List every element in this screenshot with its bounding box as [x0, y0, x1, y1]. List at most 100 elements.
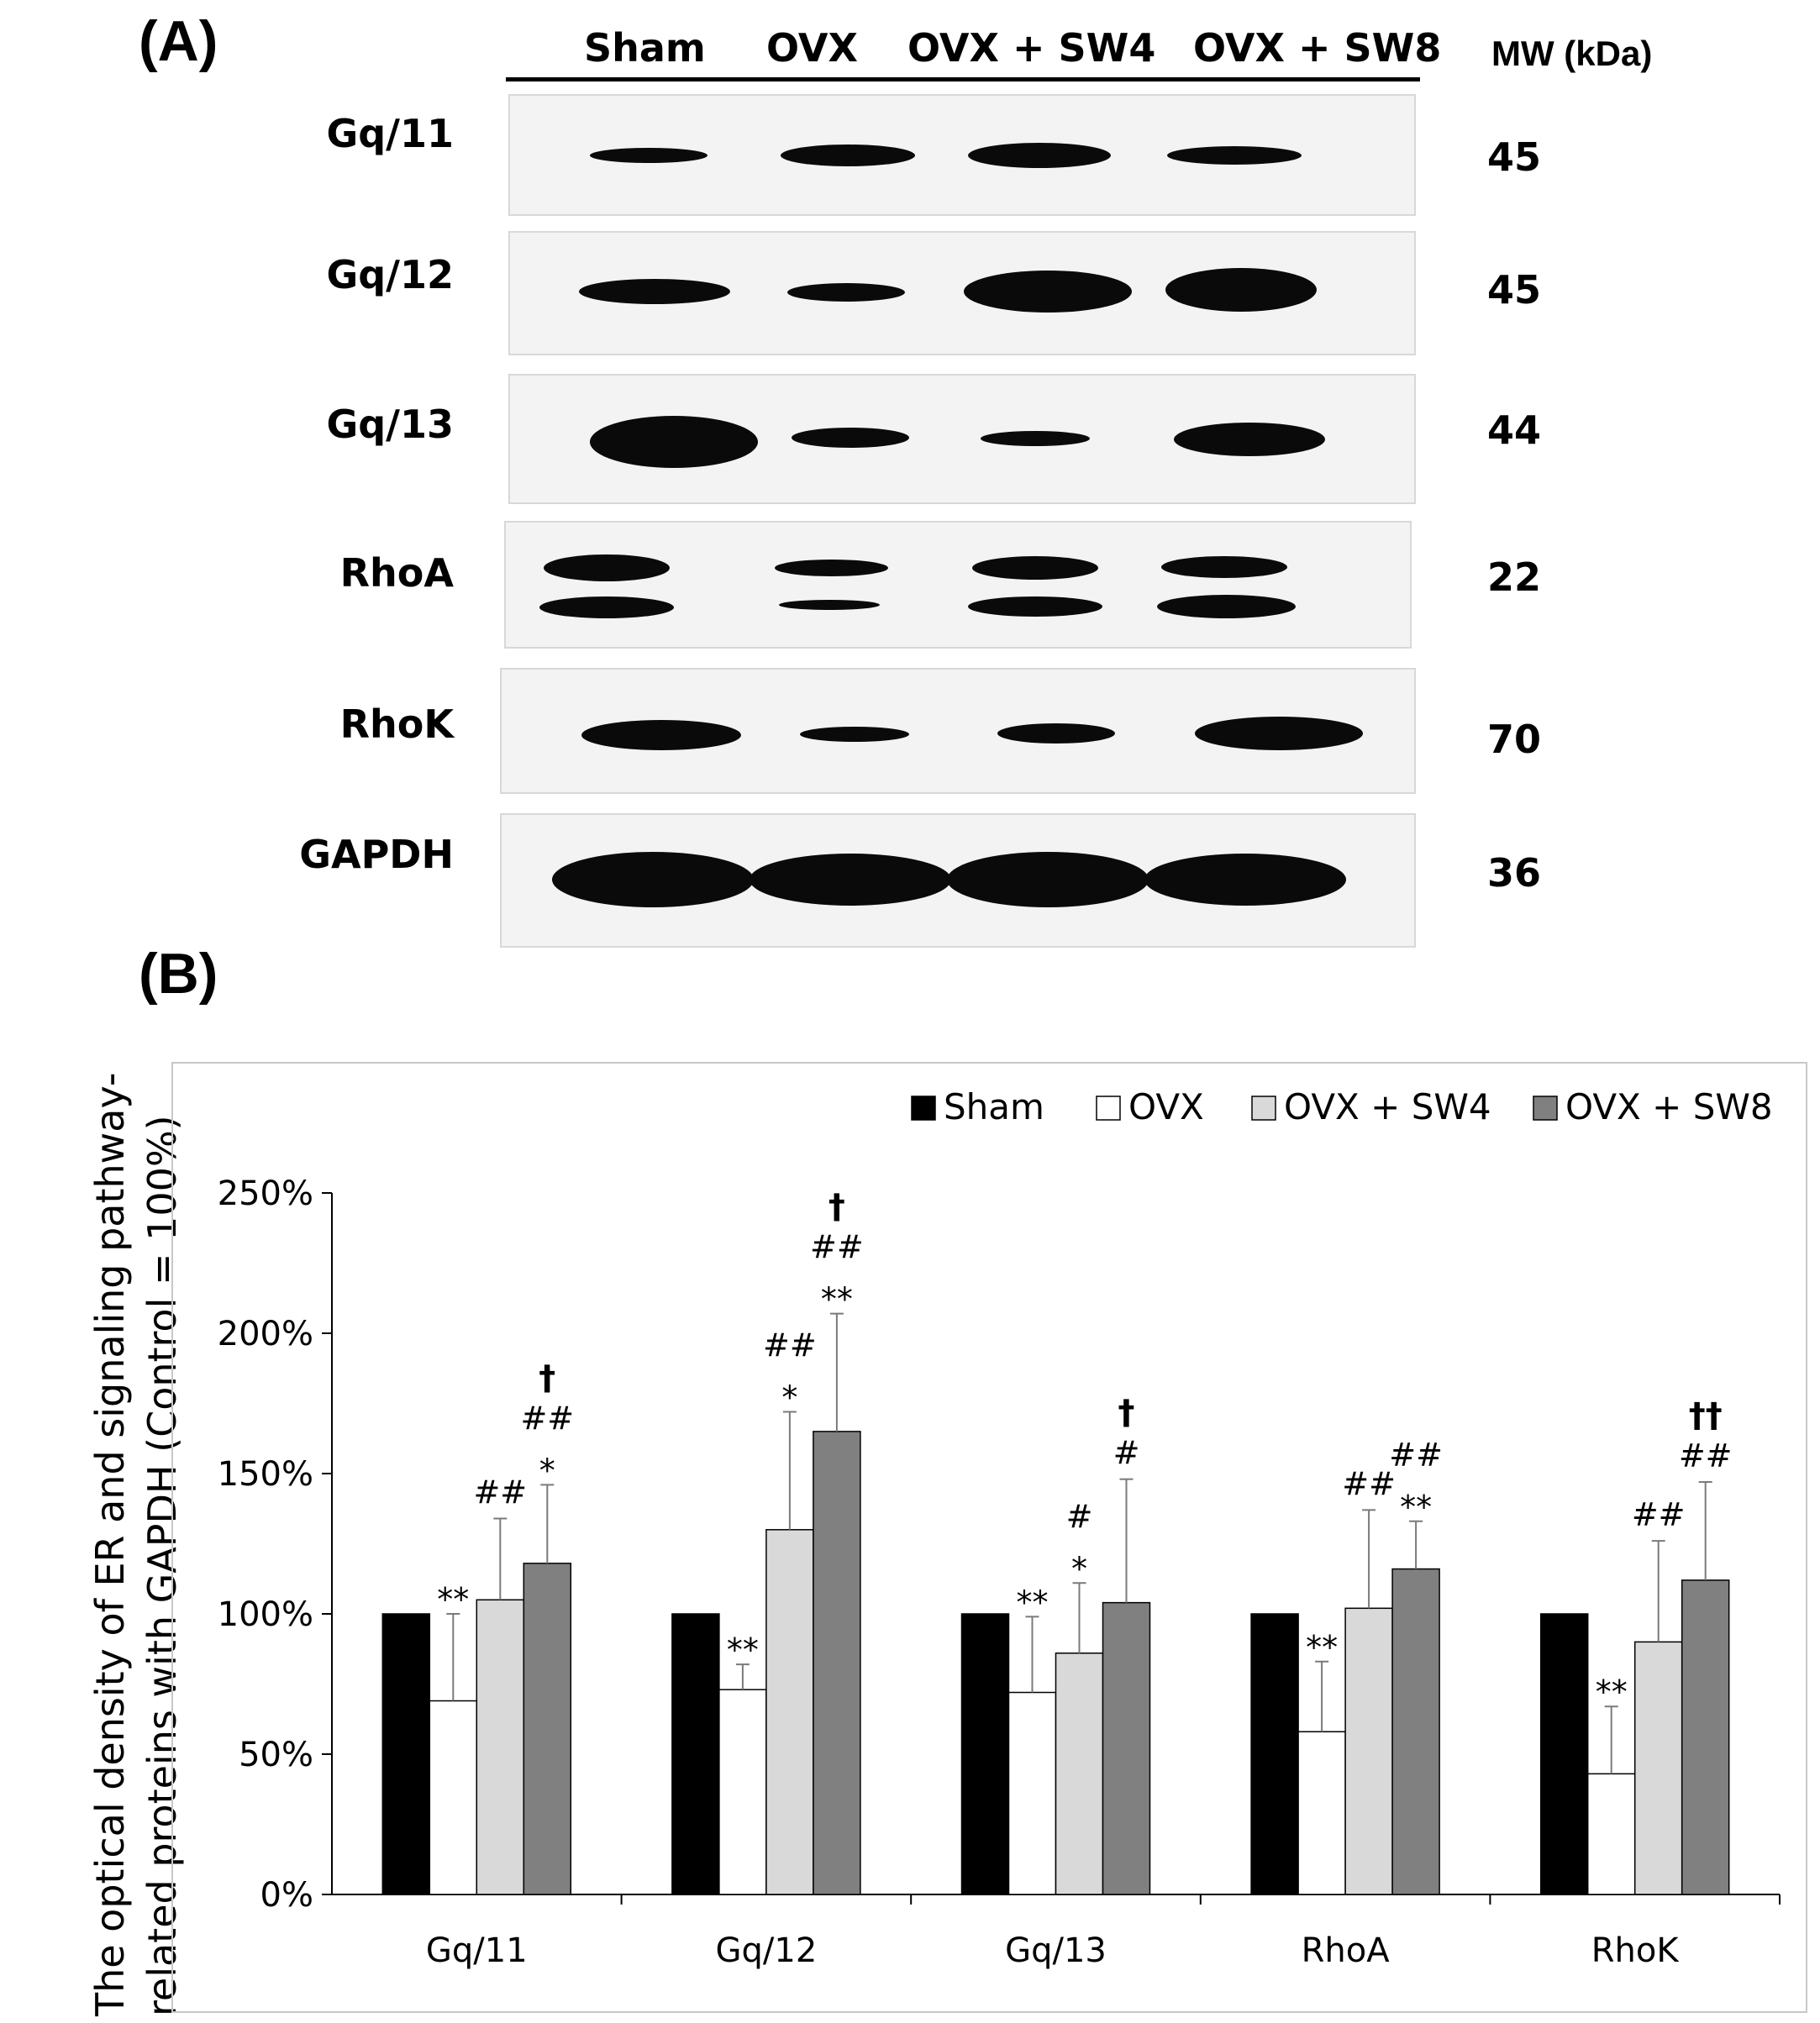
bar-3: [813, 1431, 861, 1895]
band: [968, 596, 1102, 617]
y-tick-label: 100%: [218, 1595, 313, 1634]
panel-a-label: (A): [139, 9, 218, 73]
legend-label: OVX + SW4: [1284, 1086, 1491, 1127]
blot-gq11: [508, 94, 1416, 216]
mw-gq13: 44: [1487, 407, 1542, 453]
y-tick-label: 200%: [218, 1315, 313, 1353]
band: [579, 279, 730, 304]
bar-2: [1344, 1607, 1393, 1895]
band: [590, 148, 707, 163]
lane-label-ovx-sw4: OVX + SW4: [907, 25, 1156, 71]
blot-label-gq13: Gq/13: [326, 402, 455, 447]
bar-1: [718, 1689, 767, 1895]
band: [792, 428, 909, 448]
bar-2: [1055, 1653, 1104, 1895]
lane-label-sham: Sham: [584, 25, 706, 71]
x-tick-label: Gq/11: [426, 1931, 528, 1970]
x-tick-label: Gq/12: [716, 1931, 818, 1970]
significance-mark: ##: [1389, 1437, 1443, 1474]
bar-0: [671, 1613, 720, 1895]
blot-label-rhok: RhoK: [339, 701, 454, 747]
blot-label-gq12: Gq/12: [326, 252, 455, 297]
significance-mark: **: [1596, 1674, 1628, 1710]
bar-1: [429, 1700, 478, 1895]
band: [964, 271, 1132, 313]
band: [800, 727, 909, 742]
mw-rhoa: 22: [1487, 554, 1542, 600]
band: [1167, 146, 1302, 165]
bar-2: [476, 1599, 525, 1895]
mw-gapdh: 36: [1487, 850, 1542, 896]
band: [968, 143, 1111, 168]
x-tick-label: RhoK: [1591, 1931, 1681, 1970]
legend-label: OVX + SW8: [1565, 1086, 1773, 1127]
band: [775, 560, 888, 576]
lane-underline: [506, 77, 1420, 81]
band: [1165, 268, 1317, 312]
band: [1161, 556, 1287, 578]
band: [581, 720, 741, 750]
band: [781, 144, 915, 166]
significance-mark: ##: [520, 1400, 574, 1437]
significance-mark: ##: [1679, 1437, 1733, 1474]
band: [997, 723, 1115, 744]
mw-gq12: 45: [1487, 267, 1542, 313]
significance-mark: ##: [473, 1474, 527, 1511]
legend-label: OVX: [1128, 1086, 1204, 1127]
bar-3: [1102, 1601, 1151, 1895]
significance-mark: *: [781, 1379, 797, 1416]
legend-swatch: [911, 1096, 936, 1121]
significance-mark: **: [437, 1581, 469, 1618]
significance-mark: **: [1017, 1584, 1049, 1621]
bar-1: [1586, 1773, 1636, 1895]
significance-mark: ##: [1632, 1496, 1686, 1533]
bar-0: [1250, 1613, 1299, 1895]
band: [981, 431, 1090, 446]
legend-swatch: [1533, 1096, 1558, 1121]
band: [750, 854, 951, 906]
y-tick-label: 50%: [239, 1736, 313, 1774]
y-tick-label: 250%: [218, 1174, 313, 1213]
bar-0: [381, 1613, 431, 1895]
lane-label-ovx-sw8: OVX + SW8: [1193, 25, 1442, 71]
band: [787, 283, 905, 302]
band: [1174, 423, 1325, 456]
significance-mark: *: [539, 1452, 555, 1489]
bar-1: [1007, 1691, 1057, 1895]
band: [552, 852, 754, 907]
legend-swatch: [1251, 1096, 1276, 1121]
band: [1195, 717, 1363, 750]
significance-mark: ##: [810, 1229, 864, 1266]
band: [590, 416, 758, 468]
blot-gapdh: [500, 813, 1416, 948]
significance-mark: *: [1071, 1550, 1087, 1587]
panel-b-label: (B): [139, 942, 218, 1006]
band: [779, 600, 880, 610]
band: [539, 596, 674, 618]
blot-label-rhoa: RhoA: [339, 550, 454, 596]
significance-mark: †: [1118, 1394, 1135, 1432]
significance-mark: #: [1066, 1498, 1093, 1535]
significance-mark: #: [1113, 1435, 1140, 1472]
legend-swatch: [1096, 1096, 1121, 1121]
bar-3: [1391, 1568, 1440, 1895]
band: [972, 556, 1098, 580]
mw-rhok: 70: [1487, 717, 1542, 762]
blot-rhoa: [504, 521, 1412, 649]
band: [544, 554, 670, 581]
blot-label-gapdh: GAPDH: [299, 832, 454, 877]
x-tick-label: Gq/13: [1005, 1931, 1107, 1970]
bar-0: [1539, 1613, 1589, 1895]
y-tick-label: 0%: [260, 1876, 313, 1915]
bar-3: [523, 1563, 572, 1895]
bar-0: [960, 1613, 1010, 1895]
legend-label: Sham: [944, 1086, 1044, 1127]
significance-mark: **: [821, 1281, 853, 1318]
bar-1: [1297, 1731, 1346, 1895]
significance-mark: †: [539, 1358, 555, 1397]
significance-mark: **: [727, 1632, 759, 1668]
significance-mark: ##: [1342, 1465, 1396, 1502]
significance-mark: ††: [1689, 1396, 1723, 1435]
mw-header: MW (kDa): [1491, 34, 1653, 73]
